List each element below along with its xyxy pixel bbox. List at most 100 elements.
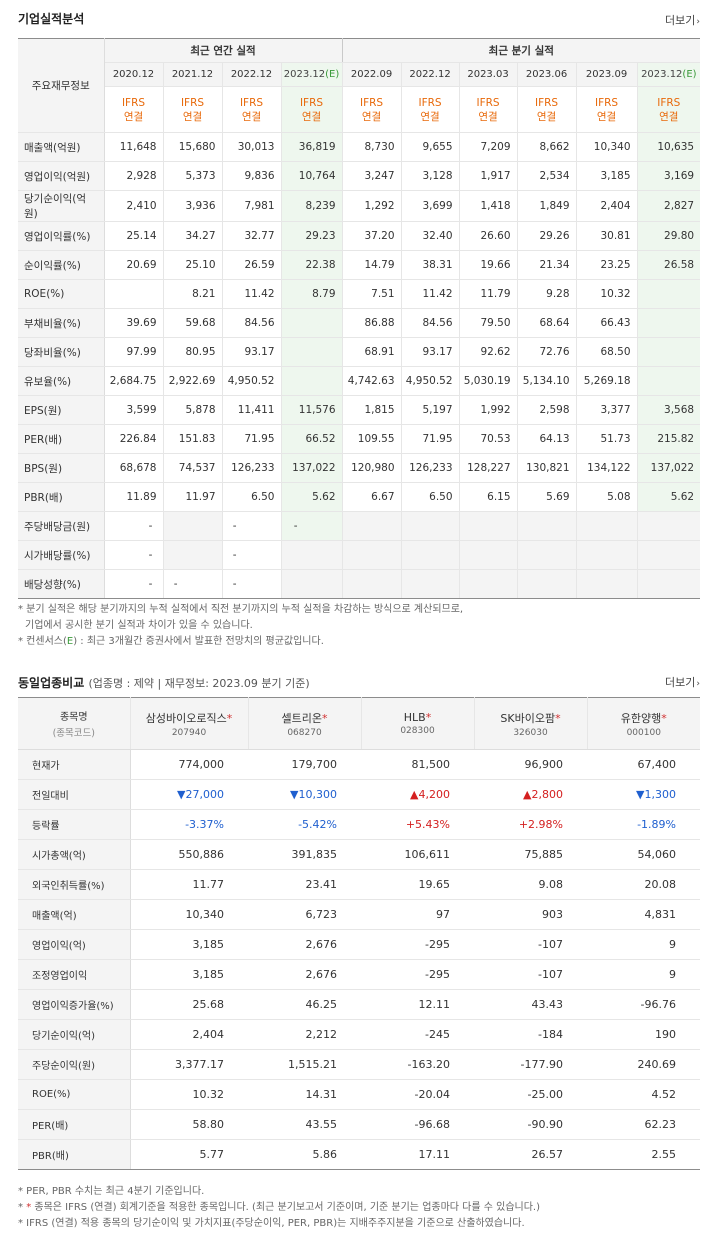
peer-cell: 3,185 xyxy=(130,959,248,990)
perf-cell: 92.62 xyxy=(458,337,518,367)
peer-cell: -90.90 xyxy=(474,1109,587,1140)
peer-corner: 종목명 (종목코드) xyxy=(18,697,130,750)
perf-cell: 5,373 xyxy=(162,161,222,191)
perf-cell: 126,233 xyxy=(221,453,281,483)
perf-row: 주당배당금(원) - - - xyxy=(18,511,701,541)
company-code: 326030 xyxy=(513,727,548,738)
perf-cell: - xyxy=(103,540,163,570)
perf-cell: 109.55 xyxy=(341,424,402,454)
company-header[interactable]: SK바이오팜* 326030 xyxy=(473,697,587,750)
perf-row: 영업이익률(%) 25.14 34.27 32.77 29.23 37.20 32.40 26… xyxy=(18,221,701,251)
period-header: 2023.12(E) xyxy=(280,62,343,87)
company-header[interactable]: 셀트리온* 068270 xyxy=(247,697,361,750)
perf-cell: 84.56 xyxy=(400,308,460,338)
perf-cell: 8.21 xyxy=(162,279,222,309)
perf-row-label: 영업이익(억원) xyxy=(18,161,105,191)
perf-row-label: ROE(%) xyxy=(18,279,105,309)
peer-row: 당기순이익(억) 2,404 2,212 -245 -184 190 xyxy=(18,1019,700,1050)
peer-head-row: 종목명 (종목코드) 삼성바이오로직스* 207940 셀트리온* 068270 HLB* 0… xyxy=(18,697,700,750)
perf-cell: 3,936 xyxy=(162,190,222,222)
peer-cell: 391,835 xyxy=(248,839,361,870)
perf-cell: 14.79 xyxy=(341,250,402,280)
perf-cell: 71.95 xyxy=(400,424,460,454)
perf-cell: 7,209 xyxy=(458,132,518,162)
perf-row-label: 부채비율(%) xyxy=(18,308,105,338)
peer-cell: 43.43 xyxy=(474,989,587,1020)
company-header[interactable]: 삼성바이오로직스* 207940 xyxy=(129,697,248,750)
perf-row: PBR(배) 11.89 11.97 6.50 5.62 6.67 6.50 6.15 5.69… xyxy=(18,482,701,512)
perf-cell xyxy=(341,511,402,541)
peer-cell: 25.68 xyxy=(130,989,248,1020)
peer-cell: 5.86 xyxy=(248,1139,361,1170)
company-header[interactable]: HLB* 028300 xyxy=(360,697,474,750)
perf-row: 순이익률(%) 20.69 25.10 26.59 22.38 14.79 38.31 19.… xyxy=(18,250,701,280)
peer-cell: 67,400 xyxy=(587,749,700,780)
perf-cell: 5,134.10 xyxy=(516,366,577,396)
peer-cell: -25.00 xyxy=(474,1079,587,1110)
peer-row: ROE(%) 10.32 14.31 -20.04 -25.00 4.52 xyxy=(18,1079,700,1110)
perf-cell: 9.28 xyxy=(516,279,577,309)
peer-cell: -3.37% xyxy=(130,809,248,840)
peer-cell: -1.89% xyxy=(587,809,700,840)
peer-row: 조정영업이익 3,185 2,676 -295 -107 9 xyxy=(18,959,700,990)
peer-cell: -184 xyxy=(474,1019,587,1050)
perf-cell: 93.17 xyxy=(221,337,281,367)
perf-cell: 2,827 xyxy=(636,190,701,222)
peer-cell: 2,676 xyxy=(248,929,361,960)
company-header[interactable]: 유한양행* 000100 xyxy=(586,697,700,750)
perf-cell xyxy=(636,511,701,541)
period-header: 2020.12 xyxy=(103,62,163,87)
peer-table: 종목명 (종목코드) 삼성바이오로직스* 207940 셀트리온* 068270 HLB* 0… xyxy=(18,697,700,1170)
perf-cell: 2,928 xyxy=(103,161,163,191)
perf-cell: 137,022 xyxy=(280,453,343,483)
perf-cell: 8,239 xyxy=(280,190,343,222)
peer-cell: 17.11 xyxy=(361,1139,474,1170)
perf-cell: 10,764 xyxy=(280,161,343,191)
peer-subtitle: (업종명 : 제약 | 재무정보: 2023.09 분기 기준) xyxy=(88,677,310,690)
perf-cell xyxy=(162,511,222,541)
perf-cell: 5.69 xyxy=(516,482,577,512)
perf-cell xyxy=(458,569,518,599)
peer-cell: 14.31 xyxy=(248,1079,361,1110)
peer-cell: ▼27,000 xyxy=(130,779,248,810)
ifrs-label: IFRS 연결 xyxy=(636,86,701,133)
perf-cell: 128,227 xyxy=(458,453,518,483)
ifrs-star-icon: * xyxy=(321,711,328,725)
peer-row: 전일대비 ▼27,000 ▼10,300 ▲4,200 ▲2,800 ▼1,300 xyxy=(18,779,700,810)
ifrs-label: IFRS 연결 xyxy=(280,86,343,133)
peer-cell: 81,500 xyxy=(361,749,474,780)
perf-more-link[interactable]: 더보기› xyxy=(665,12,700,28)
perf-cell: 11,576 xyxy=(280,395,343,425)
peer-cell: 58.80 xyxy=(130,1109,248,1140)
perf-cell: 59.68 xyxy=(162,308,222,338)
peer-notes: * PER, PBR 수치는 최근 4분기 기준입니다. * * 종목은 IFR… xyxy=(18,1184,540,1232)
peer-header: 동일업종비교 (업종명 : 제약 | 재무정보: 2023.09 분기 기준) … xyxy=(18,664,700,690)
period-header: 2022.09 xyxy=(341,62,402,87)
perf-row-label: 매출액(억원) xyxy=(18,132,105,162)
perf-row-label: 주당배당금(원) xyxy=(18,511,105,541)
peer-note-3: * IFRS (연결) 적용 종목의 당기순이익 및 가치지표(주당순이익, P… xyxy=(18,1218,525,1229)
perf-note-2: * 컨센서스(E) : 최근 3개월간 증권사에서 발표한 전망치의 평균값입니… xyxy=(18,636,324,647)
perf-cell: 5,197 xyxy=(400,395,460,425)
peer-cell: 9 xyxy=(587,929,700,960)
perf-cell: 9,655 xyxy=(400,132,460,162)
company-name: 셀트리온 xyxy=(281,711,322,725)
peer-more-link[interactable]: 더보기› xyxy=(665,674,700,690)
perf-cell: 74,537 xyxy=(162,453,222,483)
perf-cell: 23.25 xyxy=(575,250,638,280)
perf-cell: 2,410 xyxy=(103,190,163,222)
ifrs-label: IFRS 연결 xyxy=(575,86,638,133)
perf-cell xyxy=(280,308,343,338)
perf-cell: 6.50 xyxy=(221,482,281,512)
perf-cell: 4,950.52 xyxy=(400,366,460,396)
perf-row: 매출액(억원) 11,648 15,680 30,013 36,819 8,730 9,65… xyxy=(18,132,701,162)
peer-row-label: 외국인취득률(%) xyxy=(18,869,131,900)
peer-row-label: 전일대비 xyxy=(18,779,131,810)
peer-cell: 10,340 xyxy=(130,899,248,930)
peer-cell: -107 xyxy=(474,959,587,990)
ifrs-row: IFRS 연결 IFRS 연결 IFRS 연결 IFRS 연결 IFRS 연결 IFRS 연결 IFRS… xyxy=(18,86,701,133)
perf-cell: - xyxy=(103,511,163,541)
peer-cell: 4.52 xyxy=(587,1079,700,1110)
peer-cell: 9.08 xyxy=(474,869,587,900)
peer-section: 동일업종비교 (업종명 : 제약 | 재무정보: 2023.09 분기 기준) … xyxy=(18,664,700,690)
